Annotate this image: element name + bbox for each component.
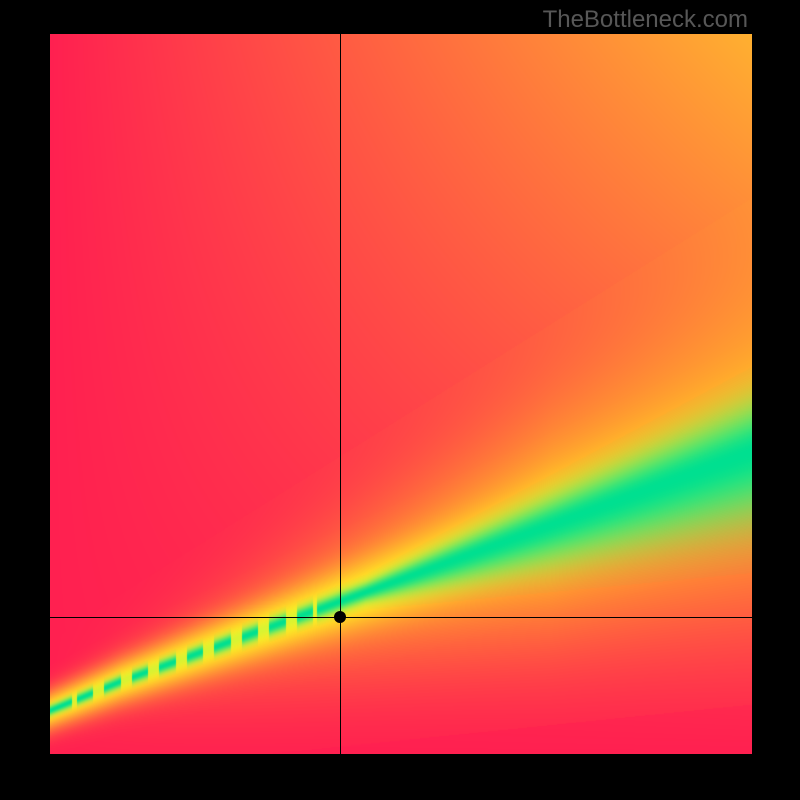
heatmap-plot bbox=[50, 34, 752, 754]
watermark-text: TheBottleneck.com bbox=[543, 6, 748, 34]
crosshair-marker bbox=[334, 611, 346, 623]
heatmap-canvas bbox=[50, 34, 752, 754]
crosshair-horizontal bbox=[50, 617, 752, 618]
crosshair-vertical bbox=[340, 34, 341, 754]
